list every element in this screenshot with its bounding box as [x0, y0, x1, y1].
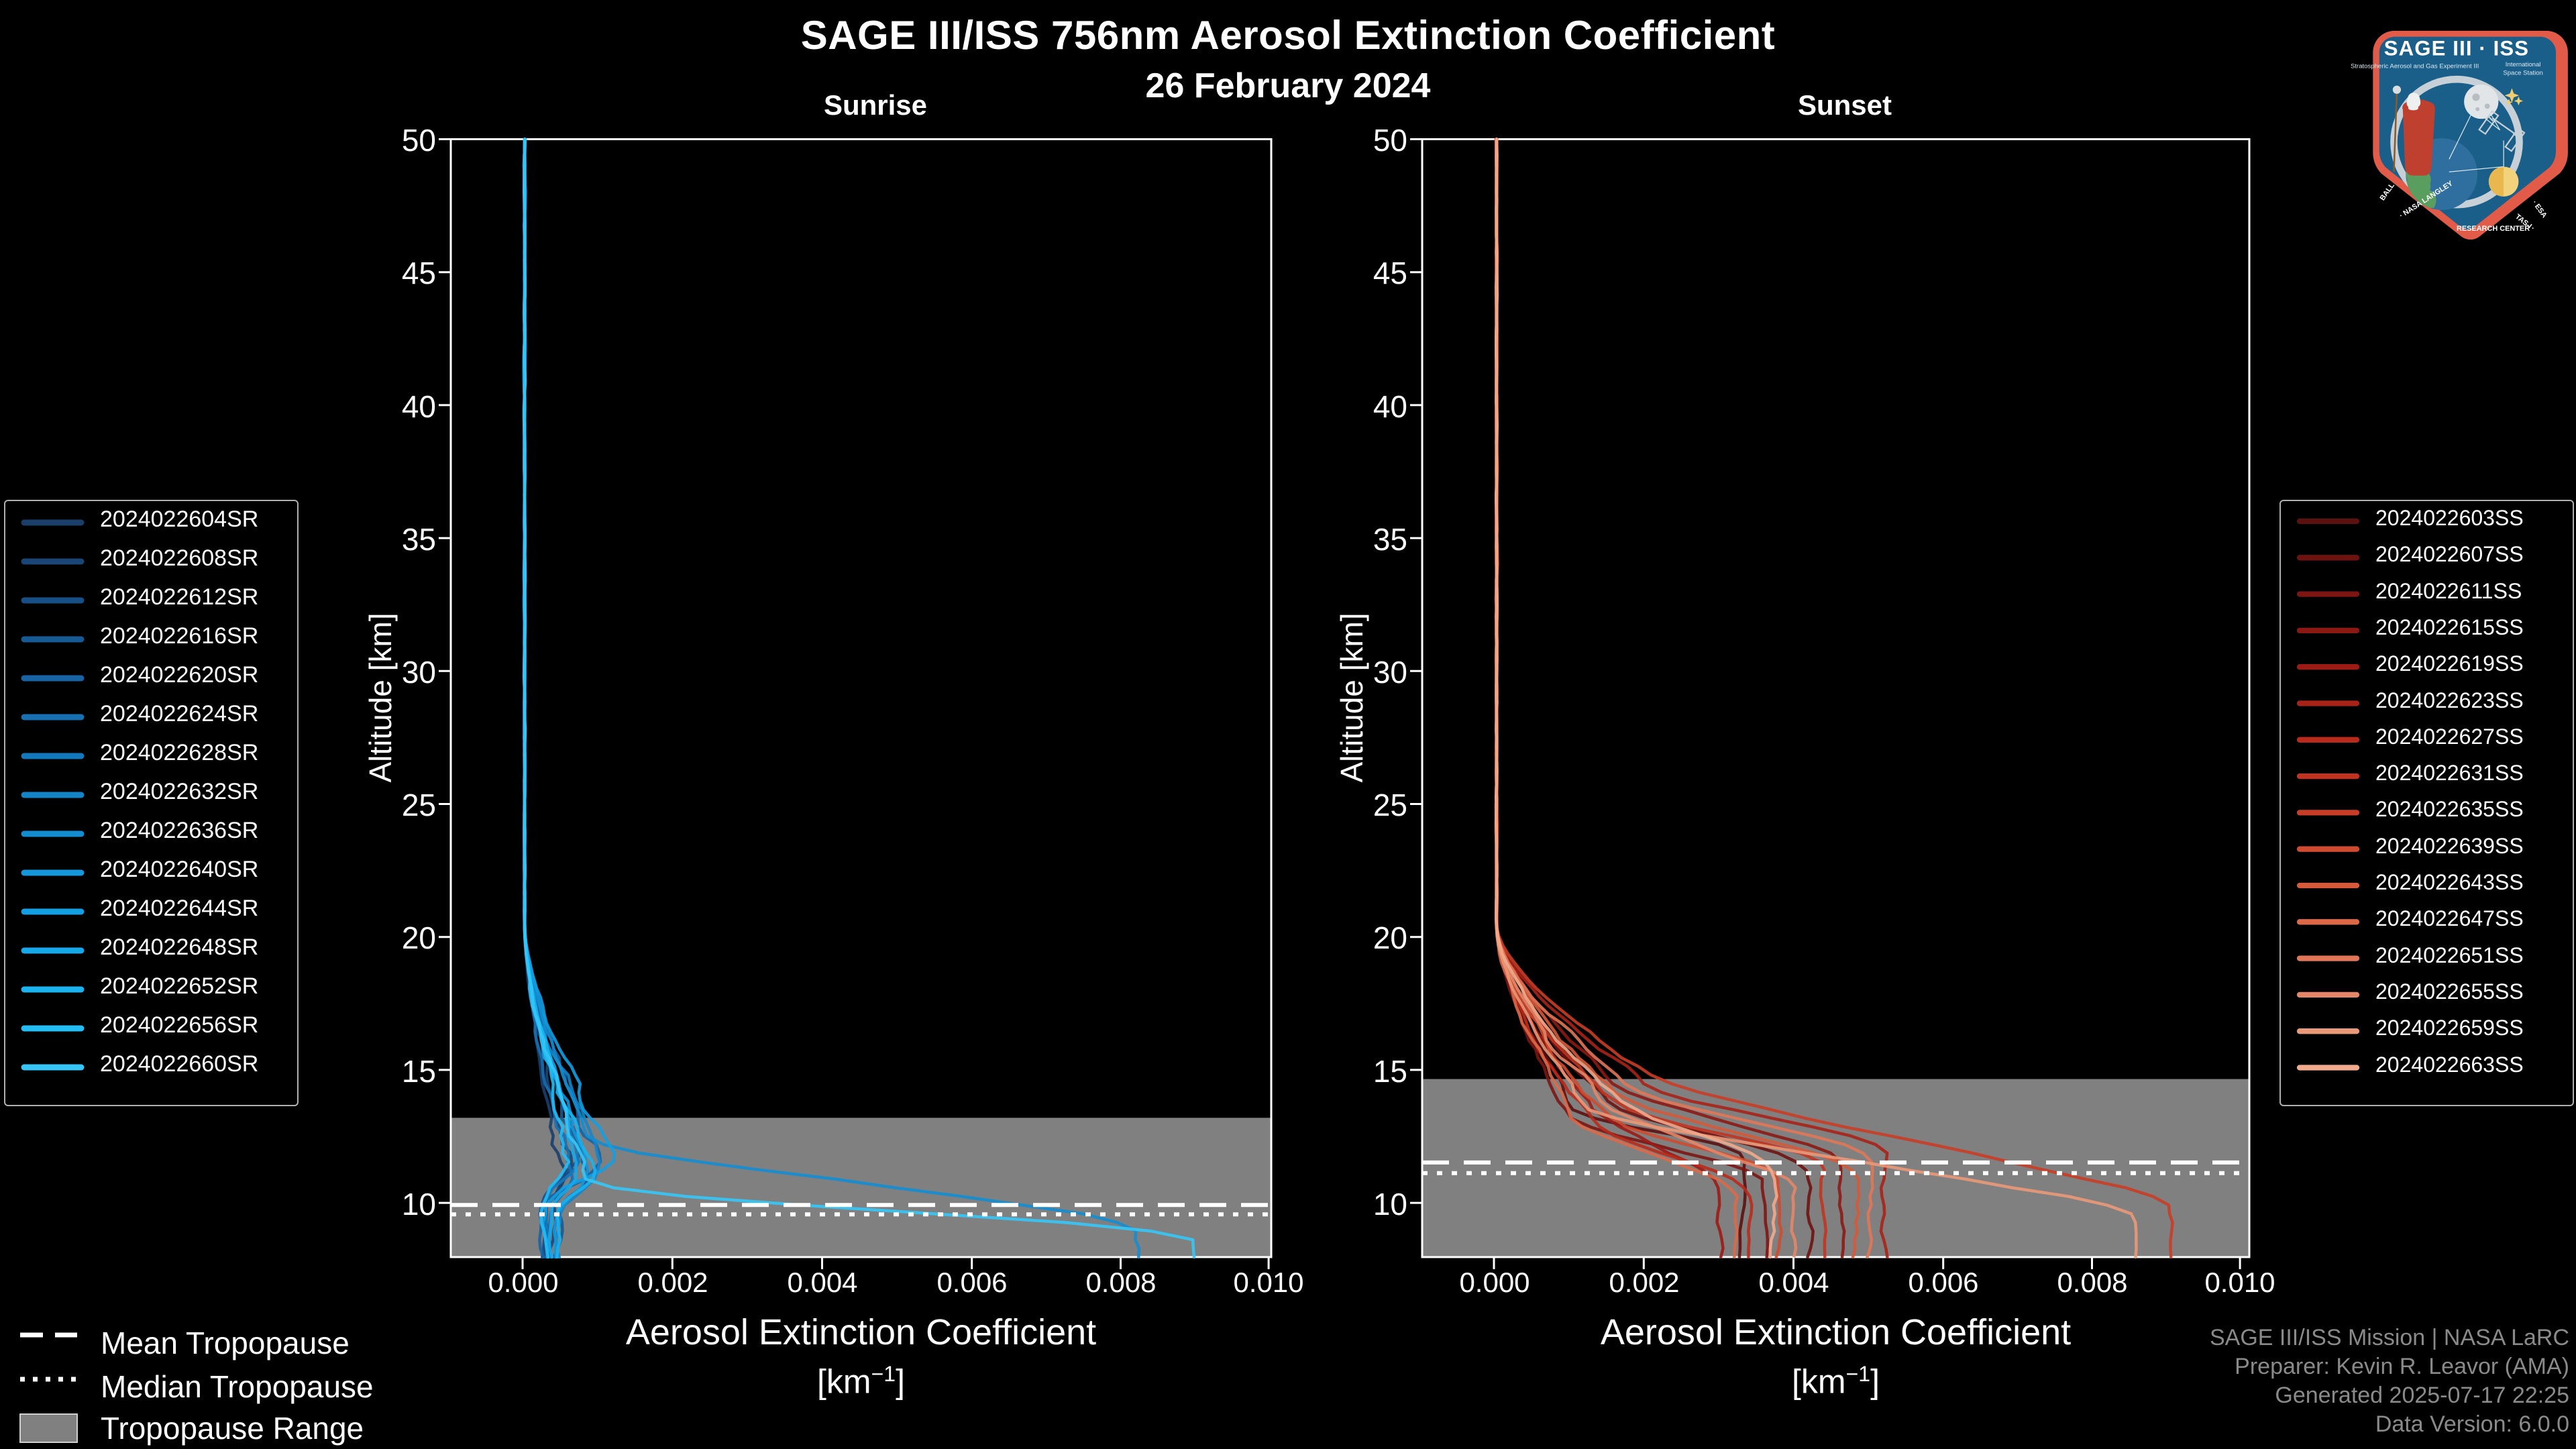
- svg-text:SAGE III · ISS: SAGE III · ISS: [2384, 37, 2529, 60]
- svg-text:Space Station: Space Station: [2503, 70, 2543, 77]
- svg-text:International: International: [2506, 61, 2541, 68]
- svg-text:Stratospheric Aerosol and Gas: Stratospheric Aerosol and Gas Experiment…: [2351, 62, 2479, 70]
- svg-text:BALL: BALL: [2379, 181, 2397, 202]
- svg-text:· ESA: · ESA: [2530, 199, 2548, 220]
